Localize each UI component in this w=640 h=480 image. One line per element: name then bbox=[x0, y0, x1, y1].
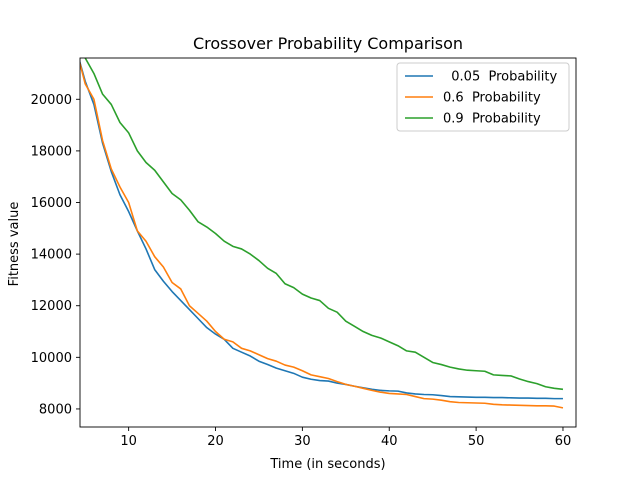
legend-box bbox=[396, 62, 570, 132]
series-line-0 bbox=[80, 59, 563, 400]
legend-label-2: 0.9 Probability bbox=[443, 112, 541, 127]
x-tick-label: 20 bbox=[207, 434, 224, 449]
x-axis: 10 20 30 40 50 60 bbox=[120, 427, 571, 449]
y-tick-label: 12000 bbox=[31, 299, 72, 314]
y-tick-label: 18000 bbox=[31, 144, 72, 159]
y-axis: 8000 10000 12000 14000 16000 18000 20000 bbox=[31, 93, 80, 417]
series-line-1 bbox=[80, 60, 564, 409]
y-tick-label: 16000 bbox=[31, 196, 72, 211]
chart-title: Crossover Probability Comparison bbox=[193, 34, 463, 53]
legend: 0.05 Probability 0.6 Probability 0.9 Proba… bbox=[396, 62, 570, 132]
x-tick-label: 30 bbox=[294, 434, 311, 449]
series-line-2 bbox=[84, 58, 564, 391]
x-tick-label: 60 bbox=[555, 434, 572, 449]
x-tick-label: 10 bbox=[120, 434, 137, 449]
x-tick-label: 40 bbox=[381, 434, 398, 449]
x-tick-label: 50 bbox=[468, 434, 485, 449]
plot-area bbox=[80, 58, 564, 409]
y-tick-label: 14000 bbox=[31, 248, 72, 263]
legend-label-1: 0.6 Probability bbox=[443, 91, 541, 106]
y-tick-label: 8000 bbox=[39, 402, 72, 417]
y-tick-label: 10000 bbox=[31, 351, 72, 366]
legend-label-0: 0.05 Probability bbox=[443, 70, 558, 85]
axes-frame bbox=[79, 57, 577, 428]
y-axis-label: Fitness value bbox=[7, 202, 22, 287]
y-tick-label: 20000 bbox=[31, 93, 72, 108]
x-axis-label: Time (in seconds) bbox=[269, 457, 385, 472]
